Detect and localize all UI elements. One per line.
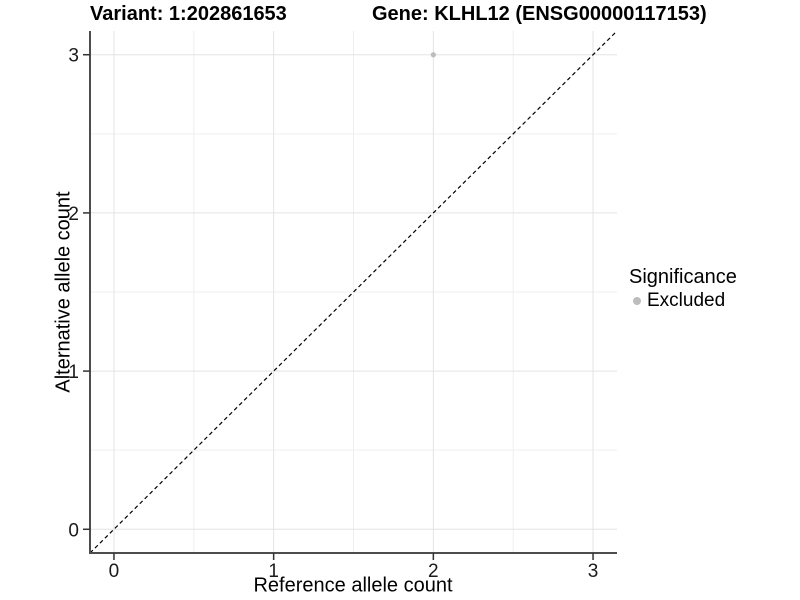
- x-tick-label: 2: [428, 561, 439, 582]
- y-tick-label: 0: [68, 520, 79, 541]
- legend-item: Excluded: [629, 290, 737, 312]
- x-tick-label: 1: [268, 561, 279, 582]
- legend: Significance Excluded: [629, 266, 737, 312]
- x-tick-label: 0: [109, 561, 120, 582]
- x-axis-title: Reference allele count: [253, 574, 453, 597]
- y-tick-label: 2: [68, 204, 79, 225]
- legend-point-icon: [633, 297, 641, 305]
- legend-label: Excluded: [647, 290, 726, 311]
- legend-title: Significance: [629, 266, 737, 288]
- y-axis-title: Alternative allele count: [52, 191, 75, 393]
- variant-title: Variant: 1:202861653: [90, 3, 287, 25]
- x-tick-label: 3: [588, 561, 599, 582]
- identity-line: [89, 30, 618, 554]
- data-point: [430, 52, 436, 58]
- gene-title: Gene: KLHL12 (ENSG00000117153): [372, 3, 707, 25]
- y-tick-label: 1: [68, 362, 79, 383]
- y-tick-label: 3: [68, 46, 79, 67]
